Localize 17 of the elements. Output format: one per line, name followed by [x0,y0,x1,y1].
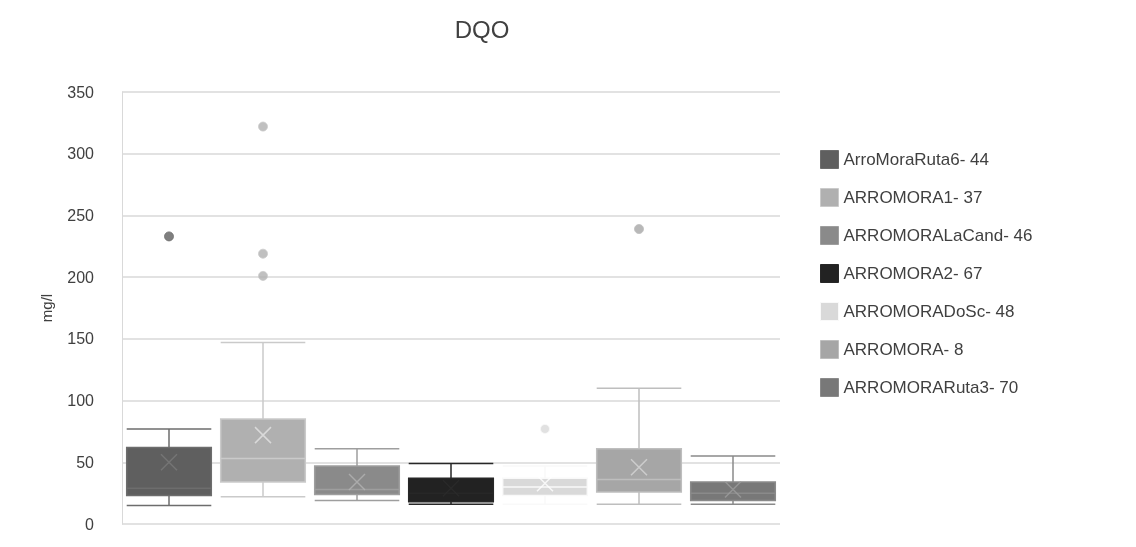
legend-label: ARROMORARuta3- 70 [843,378,1019,397]
y-tick-label: 50 [76,453,95,471]
legend-label: ARROMORA2- 67 [843,264,983,283]
chart-title: DQO [454,15,510,43]
legend-label: ArroMoraRuta6- 44 [843,150,990,169]
legend-label: ARROMORALaCand- 46 [843,226,1033,245]
y-tick-label: 250 [67,206,95,224]
y-tick-label: 200 [67,268,95,286]
y-axis-title: mg/l [38,293,55,323]
y-tick-label: 0 [85,515,95,533]
y-tick-label: 150 [67,330,95,348]
y-tick-label: 100 [67,392,95,410]
legend-label: ARROMORADoSc- 48 [843,302,1015,321]
legend-label: ARROMORA- 8 [843,340,964,359]
legend-label: ARROMORA1- 37 [843,188,983,207]
y-tick-label: 350 [67,83,95,101]
y-tick-label: 300 [67,145,95,163]
